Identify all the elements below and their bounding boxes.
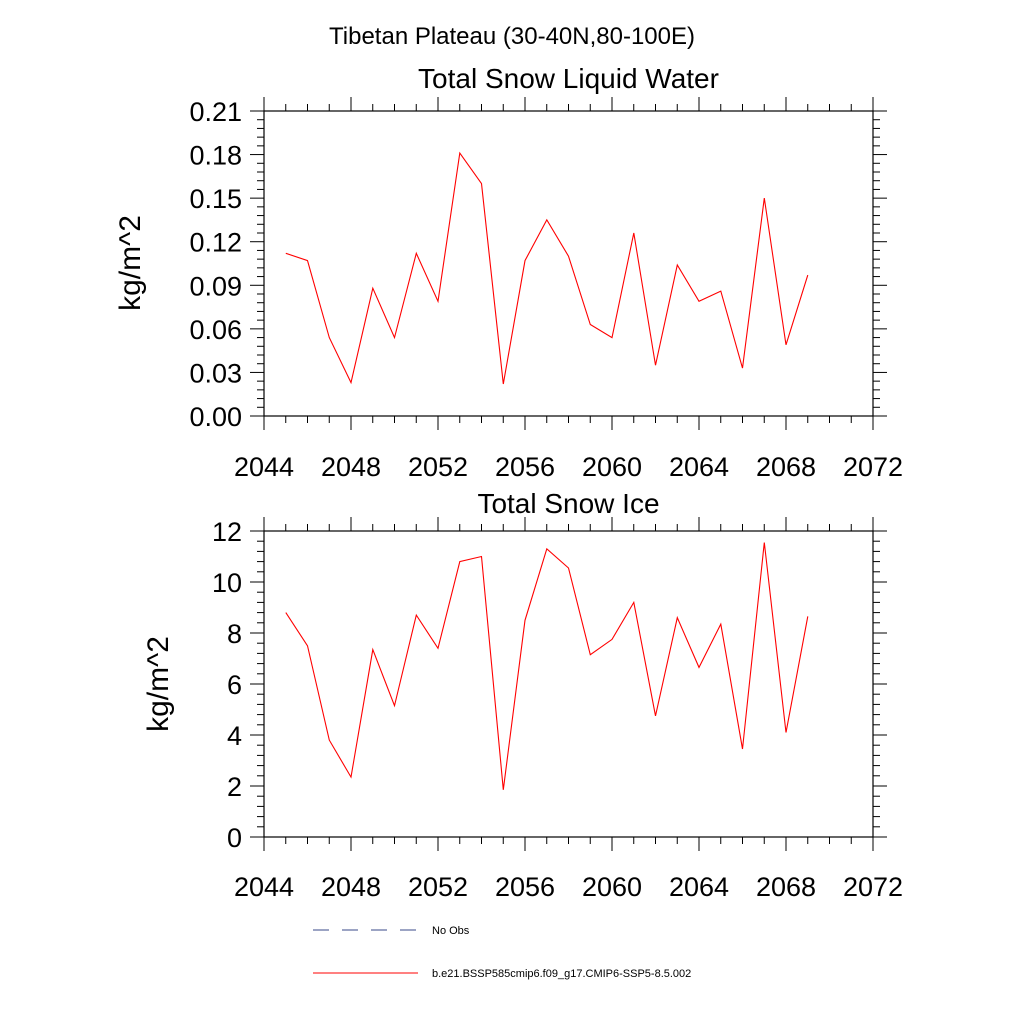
chart-panel-1: Total Snow Liquid Water 2044 2048 2052 2056 2… [114,63,903,482]
y-tick-label: 12 [212,517,242,547]
x-tick-label: 2048 [321,872,381,902]
y-tick-label: 0 [227,823,242,853]
plot-frame [263,530,874,838]
x-tick-label: 2048 [321,452,381,482]
plot-frame [263,110,874,417]
y-tick-label: 0.06 [189,315,242,345]
x-tick-label: 2044 [234,452,294,482]
y-axis-label: kg/m^2 [142,636,175,732]
y-axis-label: kg/m^2 [114,215,147,311]
x-tick-label: 2064 [669,452,729,482]
series-line [285,151,809,385]
x-tick-label: 2052 [408,872,468,902]
y-tick-label: 10 [212,568,242,598]
x-tick-label: 2056 [495,452,555,482]
legend: No Obs b.e21.BSSP585cmip6.f09_g17.CMIP6-S… [313,925,691,980]
series-line [285,542,809,790]
y-tick-label: 0.03 [189,358,242,388]
x-tick-label: 2052 [408,452,468,482]
y-tick-label: 6 [227,670,242,700]
x-tick-label: 2072 [843,872,903,902]
x-tick-label: 2056 [495,872,555,902]
legend-label-2: b.e21.BSSP585cmip6.f09_g17.CMIP6-SSP5-8.… [432,968,691,980]
y-tick-label: 0.12 [189,228,242,258]
x-tick-label: 2072 [843,452,903,482]
x-tick-label: 2068 [756,452,816,482]
y-tick-label: 0.21 [189,97,242,127]
y-tick-label: 2 [227,772,242,802]
chart-title: Total Snow Liquid Water [418,63,719,94]
x-tick-label: 2064 [669,872,729,902]
x-tick-label: 2060 [582,872,642,902]
x-tick-label: 2068 [756,872,816,902]
figure-title: Tibetan Plateau (30-40N,80-100E) [329,23,695,50]
y-tick-label: 0.00 [189,402,242,432]
y-tick-label: 0.09 [189,271,242,301]
x-tick-label: 2044 [234,872,294,902]
chart-title: Total Snow Ice [477,488,659,519]
legend-label-1: No Obs [432,925,470,937]
x-tick-label: 2060 [582,452,642,482]
y-tick-label: 4 [227,721,242,751]
y-tick-label: 0.15 [189,184,242,214]
y-tick-label: 8 [227,619,242,649]
y-tick-label: 0.18 [189,141,242,171]
